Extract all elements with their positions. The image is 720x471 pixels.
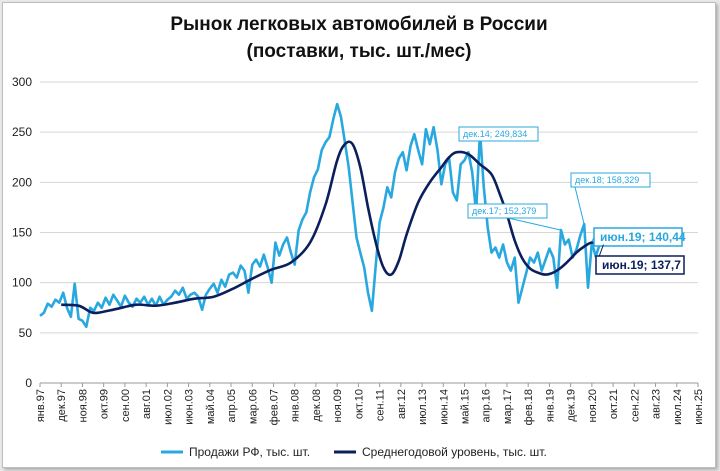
chart-title-line1: Рынок легковых автомобилей в России	[170, 14, 547, 35]
x-tick-label: дек.97	[56, 389, 68, 422]
x-tick-label: сен.11	[375, 389, 387, 421]
annotation-dec14-label: дек.14; 249,834	[463, 129, 527, 139]
x-tick-label: авг.23	[651, 389, 663, 419]
x-tick-label: сен.22	[629, 389, 641, 422]
chart-svg: Рынок легковых автомобилей в России (пос…	[12, 14, 705, 459]
y-tick-label: 250	[12, 125, 32, 139]
annotation-jun19-sales-label: июн.19; 140,44	[600, 230, 686, 244]
legend-avg-label: Среднегодовой уровень, тыс. шт.	[362, 445, 547, 459]
x-tick-label: авг.01	[141, 389, 153, 419]
x-tick-label: апр.16	[481, 389, 493, 422]
x-tick-label: окт.99	[99, 389, 111, 419]
y-axis-ticks: 0 50 100 150 200 250 300	[12, 75, 32, 390]
y-tick-label: 300	[12, 75, 32, 89]
y-tick-label: 50	[19, 326, 33, 340]
x-tick-label: ноя.09	[332, 389, 344, 422]
x-tick-label: июл.13	[417, 389, 429, 425]
y-tick-label: 100	[12, 276, 32, 290]
x-tick-label: июн.14	[438, 389, 450, 425]
x-tick-label: янв.97	[35, 389, 47, 422]
x-tick-label: июн.03	[184, 389, 196, 425]
x-tick-label: июл.24	[672, 389, 684, 425]
x-tick-label: мар.17	[502, 389, 514, 424]
x-tick-label: ноя.20	[587, 389, 599, 422]
x-tick-label: май.04	[205, 389, 217, 424]
x-tick-label: янв.19	[544, 389, 556, 422]
x-tick-label: фев.18	[523, 389, 535, 425]
annotation-jun19-avg-label: июн.19; 137,7	[602, 258, 681, 272]
x-tick-label: окт.21	[608, 389, 620, 419]
x-tick-label: окт.10	[353, 389, 365, 419]
x-tick-label: янв.08	[290, 389, 302, 422]
x-tick-label: апр.05	[226, 389, 238, 422]
x-axis-ticks: янв.97 дек.97 ноя.98 окт.99 сен.00 авг.01 июл.…	[35, 383, 705, 425]
legend: Продажи РФ, тыс. шт. Среднегодовой урове…	[161, 445, 547, 459]
x-tick-label: май.15	[460, 389, 472, 424]
x-tick-label: мар.06	[247, 389, 259, 424]
annotation-dec18-label: дек.18; 158,329	[575, 175, 639, 185]
x-tick-label: сен.00	[120, 389, 132, 422]
annotation-dec17: дек.17; 152,379	[467, 203, 562, 231]
annotation-jun19-avg: июн.19; 137,7	[595, 244, 685, 275]
annotation-jun19-sales: июн.19; 140,44	[591, 227, 686, 247]
avg-series-line	[61, 140, 608, 315]
x-tick-label: фев.07	[268, 389, 280, 425]
annotation-dec17-label: дек.17; 152,379	[472, 206, 536, 216]
y-tick-label: 0	[25, 376, 32, 390]
y-tick-label: 150	[12, 226, 32, 240]
chart-title-line2: (поставки, тыс. шт./мес)	[247, 41, 472, 62]
x-tick-label: ноя.98	[77, 389, 89, 422]
x-tick-label: июн.25	[693, 389, 705, 425]
x-tick-label: дек.08	[311, 389, 323, 422]
gridlines	[40, 81, 698, 384]
annotation-dec14: дек.14; 249,834	[458, 126, 539, 142]
annotation-dec18: дек.18; 158,329	[570, 172, 651, 225]
x-tick-label: дек.19	[566, 389, 578, 422]
x-tick-label: авг.12	[396, 389, 408, 419]
y-tick-label: 200	[12, 175, 32, 189]
x-tick-label: июл.02	[162, 389, 174, 425]
legend-sales-label: Продажи РФ, тыс. шт.	[189, 445, 310, 459]
